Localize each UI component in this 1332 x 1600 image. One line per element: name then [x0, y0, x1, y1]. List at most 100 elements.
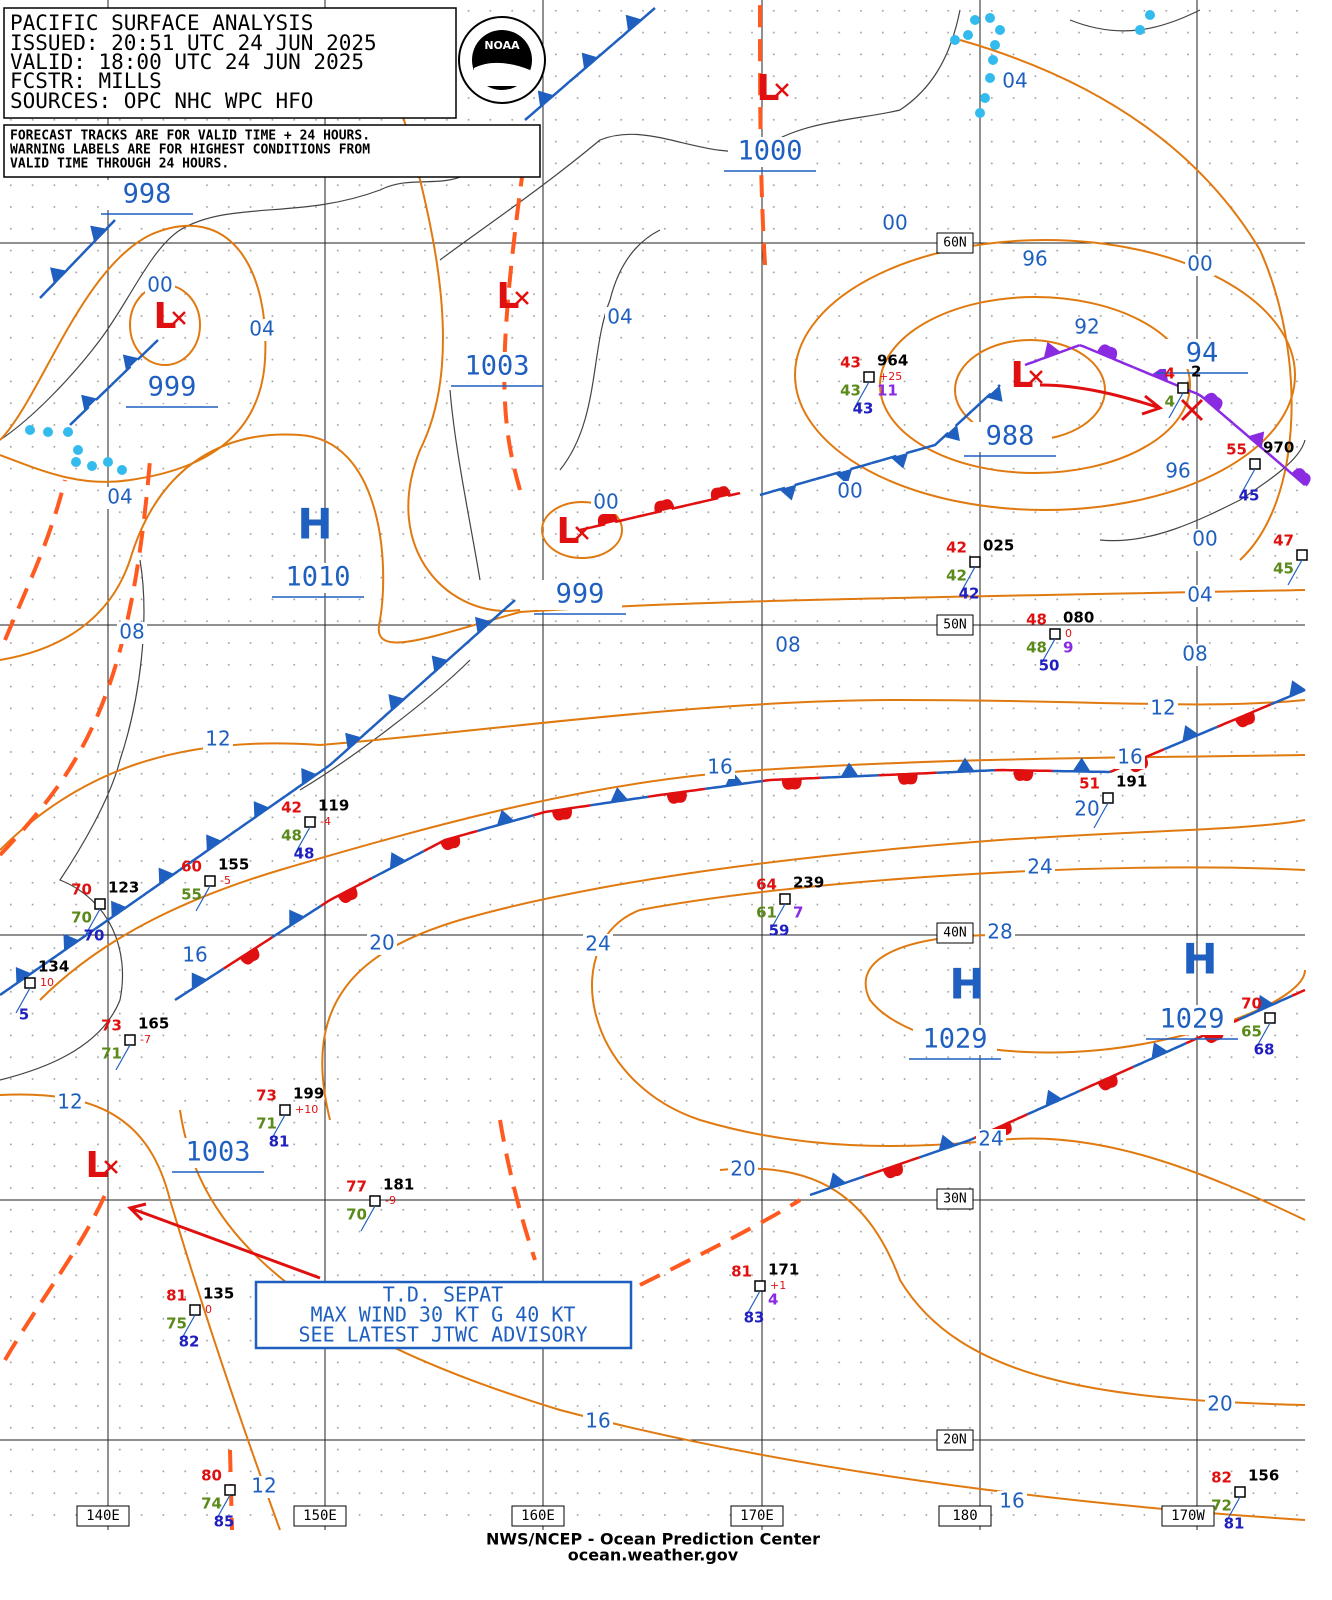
cold-symbol	[956, 757, 975, 772]
center-pressure: 999	[556, 579, 605, 610]
station-pressure: 181	[383, 1176, 414, 1194]
isobar-label-bg	[55, 1092, 85, 1114]
front-line	[815, 461, 872, 481]
pressure-bg	[105, 180, 189, 210]
isobar-label: 04	[1187, 583, 1212, 607]
isobar-label: 24	[1027, 855, 1052, 879]
ice-dot	[980, 93, 990, 103]
low-symbol: L	[86, 1145, 109, 1186]
lon-label: 170E	[740, 1508, 774, 1524]
station-blue: 82	[179, 1333, 200, 1351]
warm-symbol	[882, 1163, 903, 1179]
cold-symbol	[191, 972, 207, 990]
cold-symbol	[1257, 994, 1274, 1012]
ice-dot	[988, 55, 998, 65]
ice-dot	[985, 73, 995, 83]
isobar-label: 92	[1074, 315, 1099, 339]
isobar-label: 16	[585, 1409, 610, 1433]
station-marker	[969, 556, 981, 568]
station-pressure: 134	[38, 958, 69, 976]
front-line	[762, 776, 821, 783]
front-line	[1186, 388, 1234, 425]
front-line	[271, 904, 322, 939]
isobar-label: 04	[249, 317, 274, 341]
cold-symbol	[301, 767, 317, 785]
isobar-label-bg	[997, 1491, 1027, 1513]
station-green: 42	[946, 567, 967, 585]
station-green: 48	[1026, 639, 1047, 657]
station-blue: 5	[19, 1006, 29, 1024]
cold-symbol	[289, 909, 305, 927]
station-green: 71	[256, 1115, 277, 1133]
station-green: 4	[1165, 393, 1175, 411]
warm-symbol	[597, 512, 618, 526]
advisory-line: MAX WIND 30 KT G 40 KT	[311, 1303, 576, 1327]
station-tendency: -9	[385, 1194, 396, 1207]
station-wind	[960, 566, 976, 593]
station-wind	[270, 1114, 286, 1141]
isobar-label: 08	[775, 633, 800, 657]
station-blue: 81	[1224, 1515, 1245, 1533]
minor-grid	[0, 0, 1305, 1530]
isobar-label: 00	[837, 479, 862, 503]
station-pressure: 135	[203, 1285, 234, 1303]
station-marker	[24, 977, 36, 989]
isobar-label: 96	[1165, 459, 1190, 483]
center-pressure: 998	[123, 179, 172, 210]
front-line	[926, 410, 973, 449]
low-symbol: L	[757, 68, 780, 109]
lon-label-box	[1161, 1505, 1215, 1527]
station-wind	[1240, 468, 1256, 495]
cold-symbol	[15, 966, 32, 984]
isobar-label: 24	[978, 1127, 1003, 1151]
isobar-label-bg	[985, 922, 1015, 944]
front-line	[1052, 769, 1111, 774]
station-red: 70	[1241, 995, 1262, 1013]
cold-symbol	[81, 394, 98, 412]
front-line	[692, 491, 741, 506]
isobar-label-bg	[976, 1129, 1006, 1151]
cold-symbol	[474, 616, 492, 634]
station-red: 80	[201, 1467, 222, 1485]
station-wind	[1040, 638, 1056, 665]
front-line	[864, 1156, 921, 1178]
station-marker	[304, 816, 316, 828]
advisory-line: SEE LATEST JTWC ADVISORY	[299, 1323, 588, 1347]
front-line	[1024, 344, 1080, 367]
station-wind	[745, 1290, 761, 1317]
station-blue: 48	[294, 845, 315, 863]
warm-symbol	[897, 773, 918, 785]
isobar-label-bg	[835, 481, 865, 503]
cold-symbol	[63, 933, 79, 951]
isobar-label-bg	[880, 213, 910, 235]
ice-dot	[43, 427, 53, 437]
station-wind	[15, 987, 31, 1014]
lon-label: 140E	[86, 1508, 120, 1524]
station-marker	[1102, 792, 1114, 804]
station-tendency: -5	[220, 874, 231, 887]
station-pressure: 171	[768, 1261, 799, 1279]
cold-symbol	[389, 852, 406, 869]
isobar-label: 24	[585, 932, 610, 956]
station-marker	[1264, 1012, 1276, 1024]
isobar-label-bg	[1190, 529, 1220, 551]
station-red: 77	[346, 1178, 367, 1196]
lon-label: 150E	[303, 1508, 337, 1524]
footer-credit: NWS/NCEP - Ocean Prediction Center	[486, 1530, 820, 1549]
station-green: 70	[346, 1206, 367, 1224]
warm-symbol	[666, 791, 687, 804]
pressure-bg	[728, 137, 812, 167]
front-line	[1276, 460, 1306, 486]
cold-symbol	[1045, 1089, 1063, 1107]
notice-box: FORECAST TRACKS ARE FOR VALID TIME + 24 …	[3, 124, 541, 178]
pressure-bg	[538, 580, 622, 610]
pressure-bg	[1160, 339, 1244, 369]
warm-symbol	[440, 836, 461, 851]
station-pressure: 155	[218, 856, 249, 874]
lat-label-box	[936, 614, 974, 636]
lon-label-box	[511, 1505, 565, 1527]
front-line	[1291, 988, 1306, 997]
front-line	[636, 502, 694, 519]
station-pressure: 123	[108, 879, 139, 897]
